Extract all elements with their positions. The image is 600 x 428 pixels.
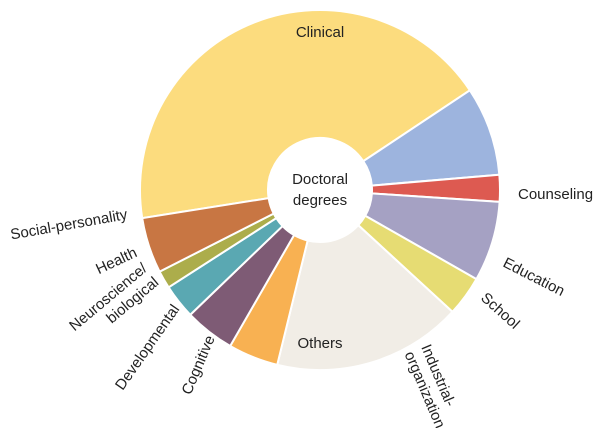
- slice-label-clinical: Clinical: [296, 24, 344, 41]
- slices-group: [139, 9, 501, 371]
- slice-label-school: School: [477, 289, 522, 332]
- slice-label-line: Social-personality: [9, 206, 129, 243]
- slice-label-line: Counseling: [518, 186, 593, 203]
- donut-hole: [268, 138, 372, 242]
- slice-label-cognitive: Cognitive: [179, 333, 219, 397]
- center-label-line-2: degrees: [293, 192, 347, 209]
- center-label-line-1: Doctoral: [292, 171, 348, 188]
- slice-label-social-personality: Social-personality: [9, 206, 129, 243]
- slice-label-education: Education: [500, 254, 567, 299]
- slice-label-others: Others: [297, 335, 342, 352]
- slice-label-line: Clinical: [296, 24, 344, 41]
- slice-label-line: Others: [297, 335, 342, 352]
- slice-label-counseling: Counseling: [518, 186, 593, 203]
- slice-label-line: School: [477, 289, 522, 332]
- slice-label-line: Education: [500, 254, 567, 299]
- slice-label-line: Cognitive: [179, 333, 219, 397]
- slice-label-industrial-organization: Industrial-organization: [401, 342, 465, 428]
